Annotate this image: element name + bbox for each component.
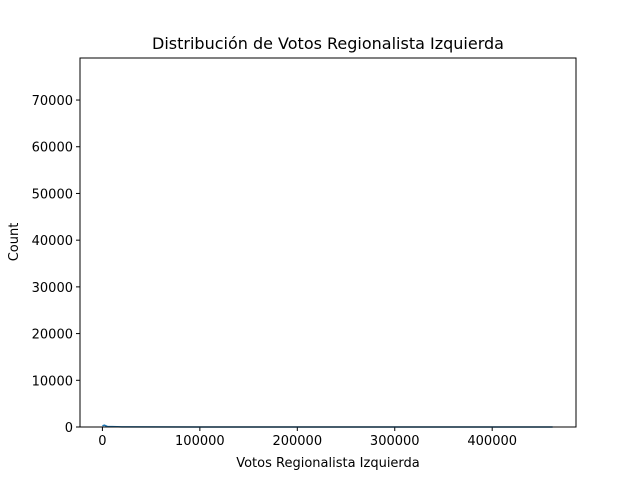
x-tick-label: 400000 — [467, 434, 517, 449]
y-axis: 0 10000 20000 30000 40000 50000 60000 70000 — [32, 94, 80, 436]
x-axis: 0 100000 200000 300000 400000 — [98, 427, 517, 449]
x-tick-label: 100000 — [175, 434, 225, 449]
y-tick-label: 60000 — [32, 141, 73, 156]
y-tick-label: 10000 — [32, 374, 73, 389]
plot-frame — [79, 57, 577, 428]
x-tick-label: 0 — [98, 434, 106, 449]
chart-title: Distribución de Votos Regionalista Izqui… — [152, 34, 504, 53]
y-tick-label: 20000 — [32, 328, 73, 343]
y-tick-label: 30000 — [32, 281, 73, 296]
y-tick-label: 70000 — [32, 94, 73, 109]
y-tick-label: 40000 — [32, 234, 73, 249]
y-tick-label: 50000 — [32, 187, 73, 202]
x-axis-label: Votos Regionalista Izquierda — [236, 456, 420, 471]
y-axis-label: Count — [7, 223, 22, 262]
x-tick-label: 300000 — [370, 434, 420, 449]
x-tick-label: 200000 — [272, 434, 322, 449]
y-tick-label: 0 — [65, 421, 73, 436]
